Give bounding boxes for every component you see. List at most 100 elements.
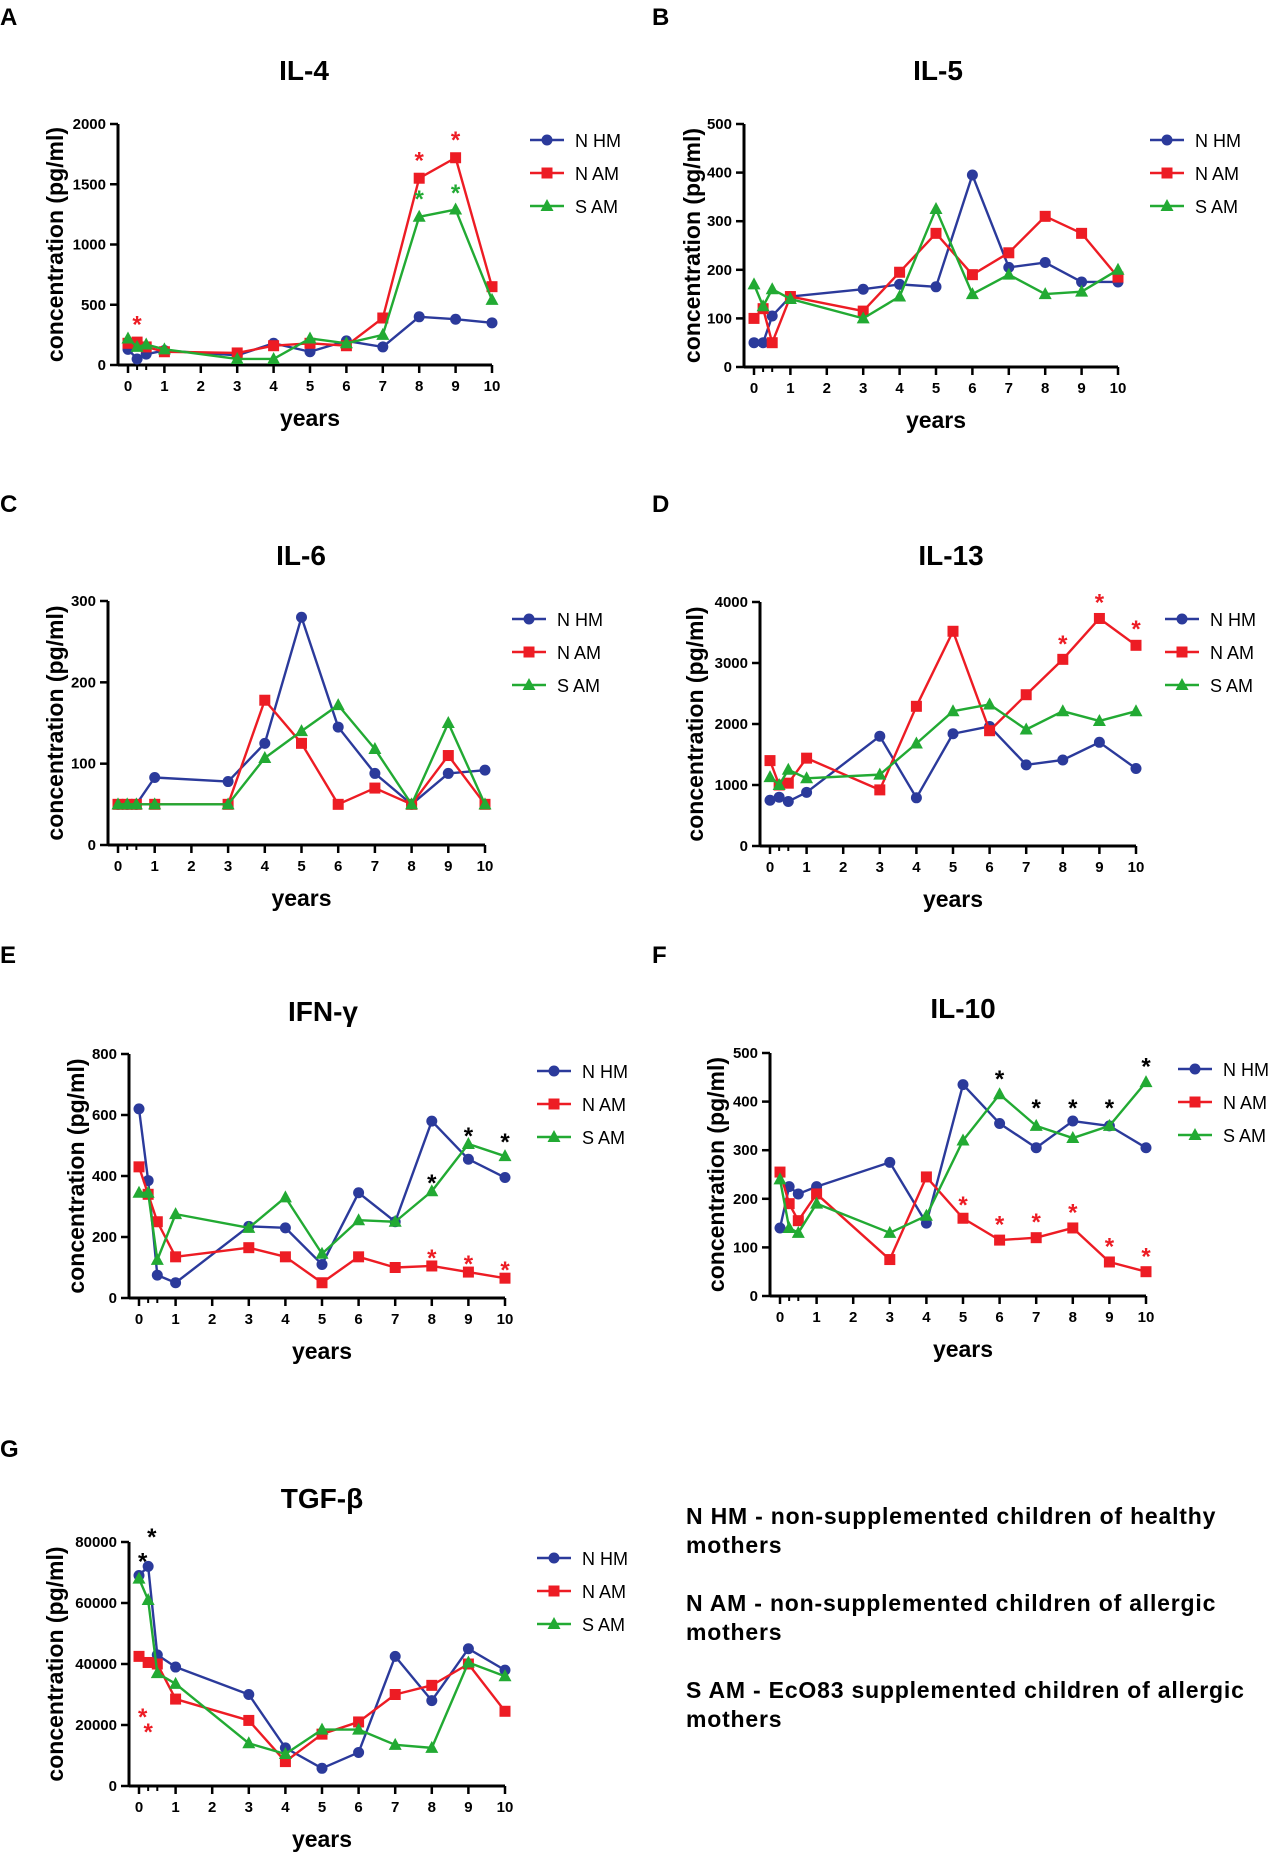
data-point [1111,262,1125,275]
x-tick-label: 1 [160,378,168,395]
data-point [1075,284,1089,297]
x-tick-label: 10 [484,378,501,395]
data-point [441,716,455,728]
y-tick-label: 60000 [75,1595,117,1612]
series-s-am [111,698,492,810]
data-point [486,317,498,329]
data-point [412,209,426,222]
data-point [150,1666,164,1679]
legend-marker [523,613,535,625]
data-point [993,1087,1007,1100]
data-point [966,269,978,281]
data-point [485,292,499,305]
legend-marker [540,199,554,211]
x-tick-label: 2 [208,1311,216,1328]
data-point [1029,1118,1043,1131]
data-point [486,281,498,293]
legend-marker [522,678,536,690]
data-point [1140,1142,1152,1154]
data-point [389,1689,401,1700]
x-tick-label: 6 [985,859,993,876]
x-tick-label: 8 [1059,859,1067,876]
significance-star: * [1095,589,1105,616]
data-point [332,721,344,733]
x-tick-label: 9 [1077,380,1085,397]
significance-star: * [958,1192,968,1219]
data-point [316,1258,328,1270]
x-tick-label: 5 [932,380,940,397]
data-point [1092,713,1106,726]
y-tick-label: 200 [92,1229,117,1246]
data-point [883,1225,897,1238]
legend-label: N AM [575,164,619,184]
data-point [170,1661,182,1673]
legend-label: N HM [582,1062,628,1082]
data-point [462,1643,474,1655]
y-tick-label: 200 [707,262,732,279]
data-point [781,762,795,775]
data-point [965,287,979,300]
series-line [768,617,1137,792]
data-point [368,742,382,755]
panel-letter: A [0,4,17,31]
x-tick-label: 9 [464,1799,472,1816]
significance-star: * [427,1245,437,1272]
data-point [857,305,869,317]
data-point [811,1188,823,1200]
series-n-am [122,152,498,359]
x-tick-label: 1 [151,858,159,875]
x-tick-label: 9 [444,858,452,875]
y-tick-label: 500 [733,1045,758,1062]
chart-panel-f: F IL-10 0 100 200 300 400 500 0 1 2 3 4 5 6 7 8 9 10 years c… [652,942,1269,1362]
x-tick-label: 10 [1128,859,1145,876]
y-tick-label: 400 [92,1168,117,1185]
data-point [919,1208,933,1221]
data-point [801,752,813,764]
significance-star: * [427,1170,437,1197]
data-point [1112,271,1124,283]
data-point [243,1689,255,1700]
data-point [139,337,153,350]
legend-marker [1176,646,1188,658]
significance-star: * [500,1129,510,1156]
data-point [150,1252,164,1265]
data-point [857,283,869,295]
significance-star: * [1068,1200,1078,1227]
legend-label: S AM [582,1128,625,1148]
y-tick-label: 1000 [73,237,106,254]
data-point [353,1716,365,1728]
data-point [141,1185,155,1198]
y-tick-label: 0 [750,1288,758,1305]
data-point [243,1714,255,1726]
significance-star: * [1105,1234,1115,1261]
chart-panel-d: D IL-13 0 1000 2000 3000 4000 0 1 2 3 4 5 6 7 8 9 10 years… [652,491,1256,912]
data-point [782,1220,796,1233]
data-point [170,1277,182,1289]
data-point [920,1171,932,1183]
series-line [118,616,486,806]
legend-label: N AM [1223,1093,1267,1113]
data-point [884,1254,896,1266]
x-tick-label: 6 [354,1311,362,1328]
data-point [947,625,959,637]
data-point [757,337,769,349]
data-point [479,764,491,776]
significance-star: * [138,1548,148,1575]
x-tick-label: 2 [839,859,847,876]
x-tick-label: 4 [269,378,278,395]
y-tick-label: 500 [707,116,732,133]
data-point [930,281,942,293]
data-point [389,1262,401,1273]
x-tick-label: 9 [464,1311,472,1328]
data-point [278,1190,292,1203]
series-line [138,1655,506,1763]
x-tick-label: 0 [135,1311,143,1328]
data-point [111,797,125,810]
series-line [139,1142,506,1262]
data-point [296,737,307,749]
x-tick-label: 5 [318,1799,326,1816]
data-point [773,791,785,803]
data-point [1056,704,1070,717]
data-point [810,1196,824,1209]
